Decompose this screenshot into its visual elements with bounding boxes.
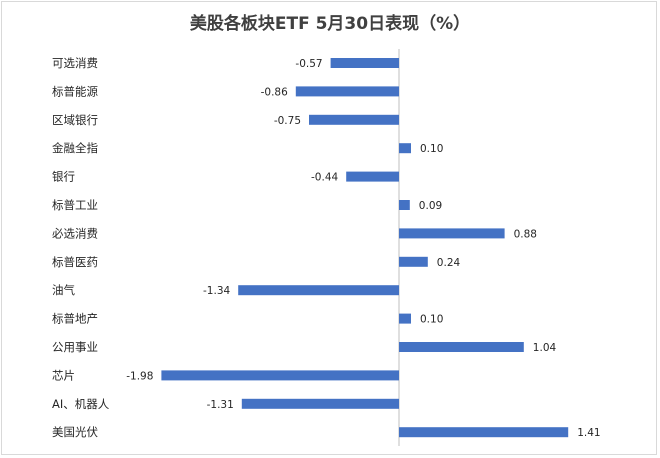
category-label: 标普能源 <box>52 84 98 98</box>
value-label: -0.75 <box>274 115 301 127</box>
category-label: 区域银行 <box>52 113 98 127</box>
value-label: 0.10 <box>420 314 443 326</box>
bar <box>295 86 399 97</box>
value-label: 0.88 <box>514 228 537 240</box>
value-label: -1.31 <box>207 399 234 411</box>
value-label: 1.04 <box>533 342 557 354</box>
value-label: 0.09 <box>419 200 442 212</box>
bar <box>241 398 399 409</box>
bar <box>399 200 410 210</box>
category-label: 标普工业 <box>52 198 98 212</box>
bar <box>238 285 399 296</box>
value-label: -1.34 <box>203 285 230 297</box>
category-label: 美国光伏 <box>52 425 98 439</box>
value-label: 0.24 <box>437 257 461 269</box>
bar <box>399 427 569 438</box>
category-label: 必选消费 <box>52 226 98 240</box>
value-label: 1.41 <box>577 427 600 439</box>
category-label: 标普地产 <box>52 312 98 326</box>
value-label: -0.44 <box>311 172 338 184</box>
bar <box>399 342 524 352</box>
category-label: AI、机器人 <box>52 397 110 411</box>
category-label: 标普医药 <box>52 255 98 269</box>
bar <box>399 256 428 267</box>
bar <box>309 114 399 125</box>
category-label: 油气 <box>52 283 75 297</box>
value-label: -0.57 <box>295 58 322 70</box>
bar <box>399 313 411 324</box>
bar <box>330 58 399 68</box>
category-label: 金融全指 <box>52 141 98 155</box>
category-label: 芯片 <box>52 368 75 382</box>
bar <box>399 143 411 154</box>
bar <box>399 228 505 239</box>
bar <box>346 171 399 182</box>
value-label: -1.98 <box>126 370 153 382</box>
category-label: 银行 <box>52 170 75 184</box>
category-label: 公用事业 <box>52 340 98 354</box>
category-label: 可选消费 <box>52 56 98 70</box>
bar <box>161 370 399 381</box>
value-label: 0.10 <box>420 143 443 155</box>
value-label: -0.86 <box>261 86 288 98</box>
chart-title: 美股各板块ETF 5月30日表现（%） <box>189 14 471 34</box>
